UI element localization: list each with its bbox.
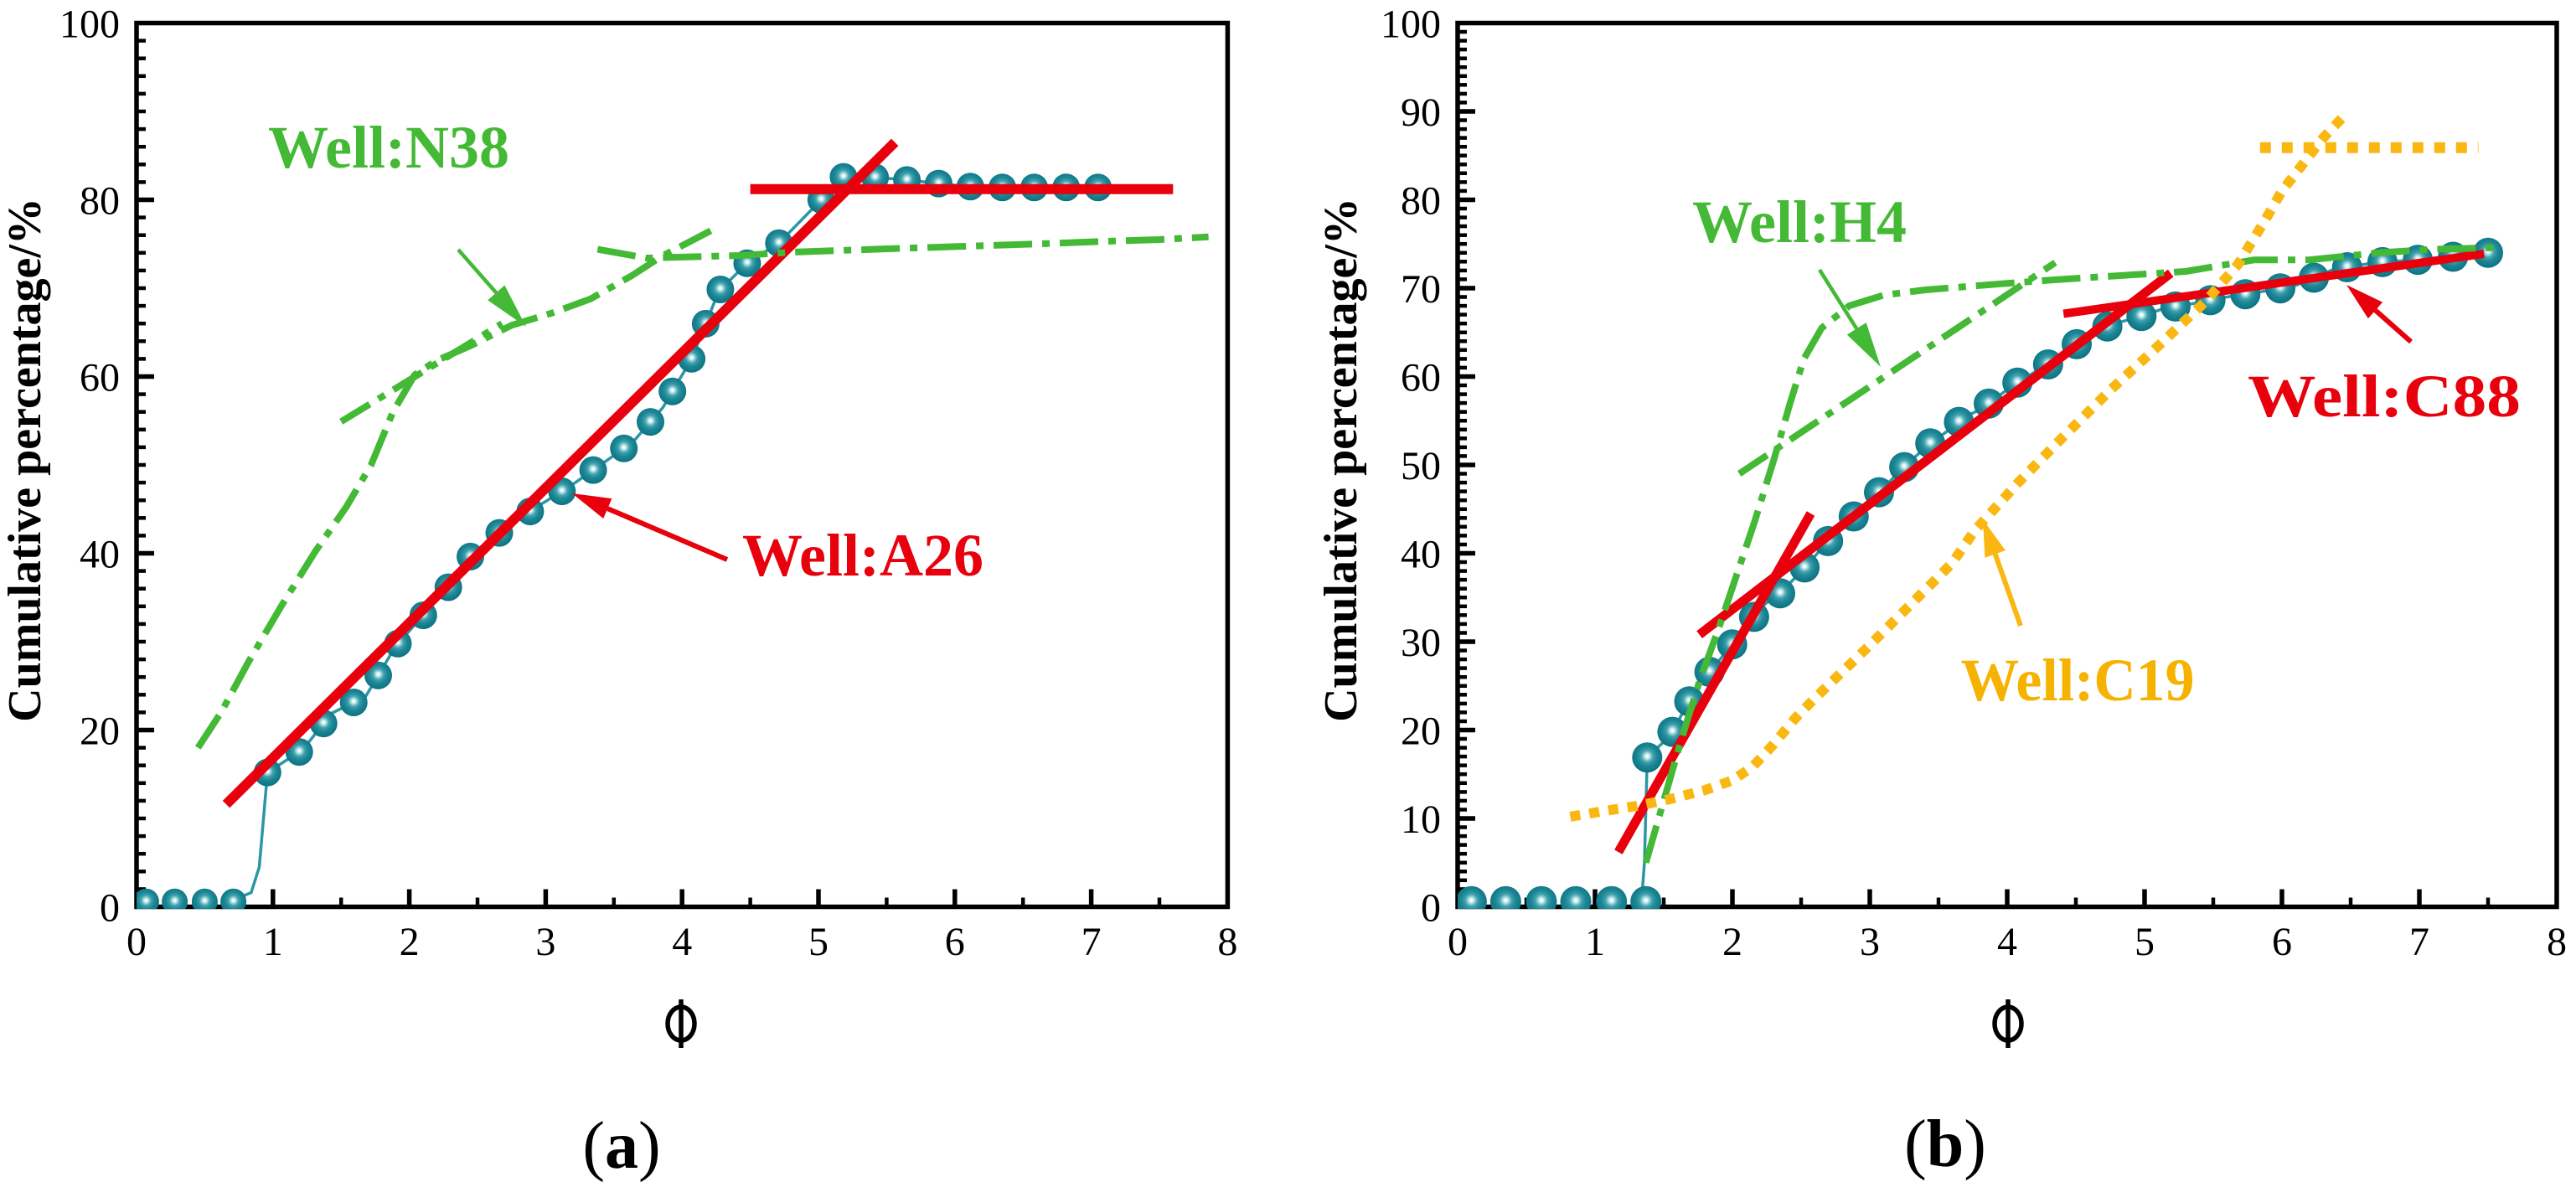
- svg-text:30: 30: [1401, 621, 1441, 665]
- svg-text:3: 3: [1860, 920, 1880, 964]
- svg-text:0: 0: [126, 920, 147, 964]
- svg-text:5: 5: [2135, 920, 2155, 964]
- svg-text:8: 8: [1217, 920, 1237, 964]
- svg-text:6: 6: [2272, 920, 2292, 964]
- svg-text:0: 0: [1448, 920, 1468, 964]
- svg-text:5: 5: [808, 920, 829, 964]
- svg-text:90: 90: [1401, 90, 1441, 135]
- svg-text:100: 100: [1381, 3, 1441, 47]
- svg-text:10: 10: [1401, 797, 1441, 842]
- svg-text:0: 0: [1421, 886, 1441, 931]
- svg-text:(b): (b): [1904, 1107, 1986, 1181]
- svg-text:4: 4: [1997, 920, 2017, 964]
- svg-text:7: 7: [2409, 920, 2429, 964]
- svg-text:40: 40: [1401, 533, 1441, 577]
- svg-text:Well:C88: Well:C88: [2248, 363, 2521, 430]
- svg-text:8: 8: [2547, 920, 2567, 964]
- svg-text:2: 2: [1722, 920, 1742, 964]
- svg-text:60: 60: [1401, 356, 1441, 400]
- svg-text:60: 60: [80, 356, 120, 400]
- svg-text:2: 2: [400, 920, 420, 964]
- svg-text:20: 20: [80, 710, 120, 754]
- svg-text:(a): (a): [582, 1109, 660, 1182]
- svg-text:80: 80: [1401, 179, 1441, 224]
- svg-text:3: 3: [535, 920, 555, 964]
- svg-text:6: 6: [945, 920, 965, 964]
- svg-text:Well:C19: Well:C19: [1961, 647, 2195, 714]
- svg-text:50: 50: [1401, 444, 1441, 488]
- svg-text:70: 70: [1401, 267, 1441, 312]
- svg-text:80: 80: [80, 179, 120, 224]
- svg-text:20: 20: [1401, 710, 1441, 754]
- svg-text:Well:A26: Well:A26: [742, 522, 983, 589]
- svg-text:40: 40: [80, 533, 120, 577]
- svg-text:0: 0: [100, 886, 120, 931]
- svg-text:Cumulative percentage/%: Cumulative percentage/%: [1315, 198, 1367, 722]
- svg-text:Well:N38: Well:N38: [268, 114, 509, 181]
- svg-text:Cumulative percentage/%: Cumulative percentage/%: [0, 198, 51, 722]
- svg-text:Well:H4: Well:H4: [1692, 188, 1907, 255]
- svg-text:1: 1: [1585, 920, 1605, 964]
- svg-text:100: 100: [59, 3, 120, 47]
- svg-text:4: 4: [672, 920, 692, 964]
- svg-text:1: 1: [263, 920, 283, 964]
- svg-text:7: 7: [1082, 920, 1102, 964]
